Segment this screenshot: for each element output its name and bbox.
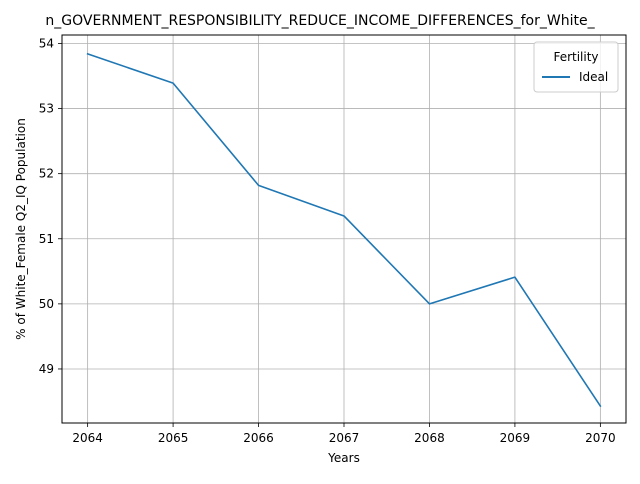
x-axis-label: Years [327,451,360,465]
x-tick-label: 2070 [585,431,616,445]
x-tick-label: 2065 [158,431,189,445]
grid [62,35,626,423]
series-layer [86,52,602,408]
ticks: 2064 2065 2066 2067 2068 2069 2070 49 50 51 52 53 54 [39,36,616,445]
y-tick-label: 50 [39,297,54,311]
x-tick-label: 2069 [500,431,531,445]
y-tick-label: 53 [39,102,54,116]
legend-title: Fertility [553,50,598,64]
legend-label-ideal: Ideal [579,70,608,84]
x-tick-label: 2067 [329,431,360,445]
y-tick-label: 54 [39,36,54,50]
chart-title: n_GOVERNMENT_RESPONSIBILITY_REDUCE_INCOM… [45,13,595,29]
y-axis-label: % of White_Female Q2_IQ Population [14,118,28,340]
x-tick-label: 2068 [414,431,445,445]
series-line-ideal [86,52,602,408]
legend: Fertility Ideal [533,41,619,93]
y-tick-label: 51 [39,232,54,246]
x-tick-label: 2066 [243,431,274,445]
legend-box [533,41,619,93]
y-tick-label: 49 [39,362,54,376]
x-tick-label: 2064 [72,431,103,445]
y-tick-label: 52 [39,167,54,181]
